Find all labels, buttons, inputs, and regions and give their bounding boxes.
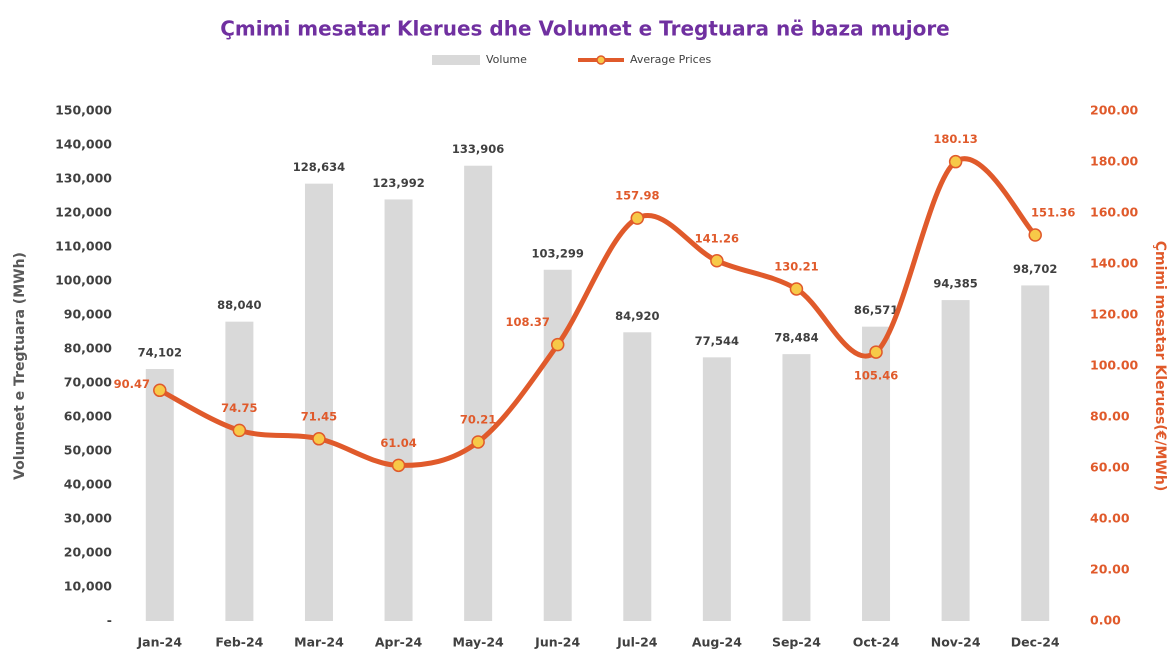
x-tick-label: Oct-24: [853, 635, 900, 650]
bar: [464, 165, 493, 621]
y-tick-label: 70,000: [64, 375, 113, 390]
data-label: 141.26: [695, 231, 739, 245]
y-tick-label: 110,000: [55, 239, 112, 254]
y-tick-label: 20,000: [64, 545, 113, 560]
y-tick-label: 130,000: [55, 171, 112, 186]
y-tick-label: 40,000: [64, 477, 113, 492]
y-tick-label: 90,000: [64, 307, 113, 322]
marker: [153, 383, 167, 398]
data-label: 88,040: [217, 298, 261, 312]
y2-tick-label: 200.00: [1090, 103, 1139, 118]
data-label: 84,920: [615, 309, 659, 323]
data-label: 90.47: [114, 377, 150, 391]
data-label: 103,299: [532, 246, 584, 260]
data-label: 157.98: [615, 189, 659, 203]
y-tick-label: -: [107, 613, 112, 628]
bar: [145, 369, 174, 621]
data-label: 70.21: [460, 412, 496, 426]
y2-tick-label: 60.00: [1090, 460, 1130, 475]
legend-label: Volume: [486, 53, 527, 66]
bar: [782, 354, 811, 621]
y2-tick-label: 0.00: [1090, 613, 1121, 628]
x-tick-label: Apr-24: [375, 635, 423, 650]
x-tick-label: Jun-24: [534, 635, 580, 650]
data-label: 180.13: [933, 132, 977, 146]
marker: [471, 435, 485, 449]
x-tick-label: May-24: [453, 635, 505, 650]
data-label: 123,992: [372, 176, 424, 190]
data-label: 98,702: [1013, 262, 1057, 276]
data-label: 105.46: [854, 369, 898, 383]
marker: [630, 211, 645, 225]
marker: [948, 154, 963, 169]
y2-tick-label: 180.00: [1090, 154, 1139, 169]
marker: [391, 458, 406, 473]
data-label: 74,102: [138, 346, 182, 360]
data-label: 74.75: [221, 401, 257, 415]
data-label: 78,484: [774, 331, 818, 345]
marker: [312, 432, 326, 446]
x-tick-label: Dec-24: [1011, 635, 1060, 650]
bar: [384, 199, 413, 622]
bar: [304, 183, 333, 621]
y-tick-label: 10,000: [64, 579, 113, 594]
y2-tick-label: 140.00: [1090, 256, 1139, 271]
y2-tick-label: 120.00: [1090, 307, 1139, 322]
y2-tick-label: 40.00: [1090, 511, 1130, 526]
marker: [869, 345, 883, 359]
y2-tick-label: 100.00: [1090, 358, 1139, 373]
y-tick-label: 150,000: [55, 103, 112, 118]
y-tick-label: 30,000: [64, 511, 113, 526]
legend-swatch: [432, 55, 480, 65]
bar: [862, 326, 891, 621]
bar: [1021, 285, 1050, 621]
marker: [232, 423, 247, 438]
bar: [702, 357, 731, 621]
bar: [225, 321, 254, 621]
data-label: 128,634: [293, 160, 345, 174]
x-tick-label: Jan-24: [137, 635, 183, 650]
x-tick-label: Nov-24: [931, 635, 981, 650]
marker: [789, 282, 804, 296]
marker: [710, 254, 724, 268]
bar: [941, 300, 970, 621]
y-tick-label: 140,000: [55, 137, 112, 152]
x-tick-label: Mar-24: [294, 635, 344, 650]
y2-tick-label: 80.00: [1090, 409, 1130, 424]
y-tick-label: 80,000: [64, 341, 113, 356]
data-label: 133,906: [452, 142, 504, 156]
y-tick-label: 120,000: [55, 205, 112, 220]
data-label: 77,544: [695, 334, 739, 348]
x-tick-label: Jul-24: [616, 635, 658, 650]
data-label: 94,385: [933, 277, 977, 291]
marker: [1028, 228, 1042, 242]
line: [157, 156, 1038, 468]
y2-tick-label: 160.00: [1090, 205, 1139, 220]
data-label: 71.45: [301, 409, 337, 423]
y2-tick-label: 20.00: [1090, 562, 1130, 577]
legend-label: Average Prices: [630, 53, 712, 66]
y-tick-label: 100,000: [55, 273, 112, 288]
data-label: 61.04: [380, 436, 416, 450]
x-tick-label: Sep-24: [772, 635, 821, 650]
y-tick-label: 50,000: [64, 443, 113, 458]
x-tick-label: Aug-24: [692, 635, 742, 650]
x-tick-label: Feb-24: [215, 635, 263, 650]
legend-swatch: [596, 55, 606, 65]
data-label: 108.37: [506, 315, 550, 329]
data-label: 130.21: [774, 259, 818, 273]
y2-axis-title: Çmimi mesatar Klerues(€/MWh): [1152, 241, 1168, 492]
y-axis-title: Volumeet e Tregtuara (MWh): [12, 252, 28, 480]
marker: [550, 337, 565, 352]
y-tick-label: 60,000: [64, 409, 113, 424]
chart-title: Çmimi mesatar Klerues dhe Volumet e Treg…: [220, 17, 950, 41]
bar: [623, 332, 652, 621]
data-label: 151.36: [1031, 206, 1075, 220]
data-label: 86,571: [854, 303, 898, 317]
